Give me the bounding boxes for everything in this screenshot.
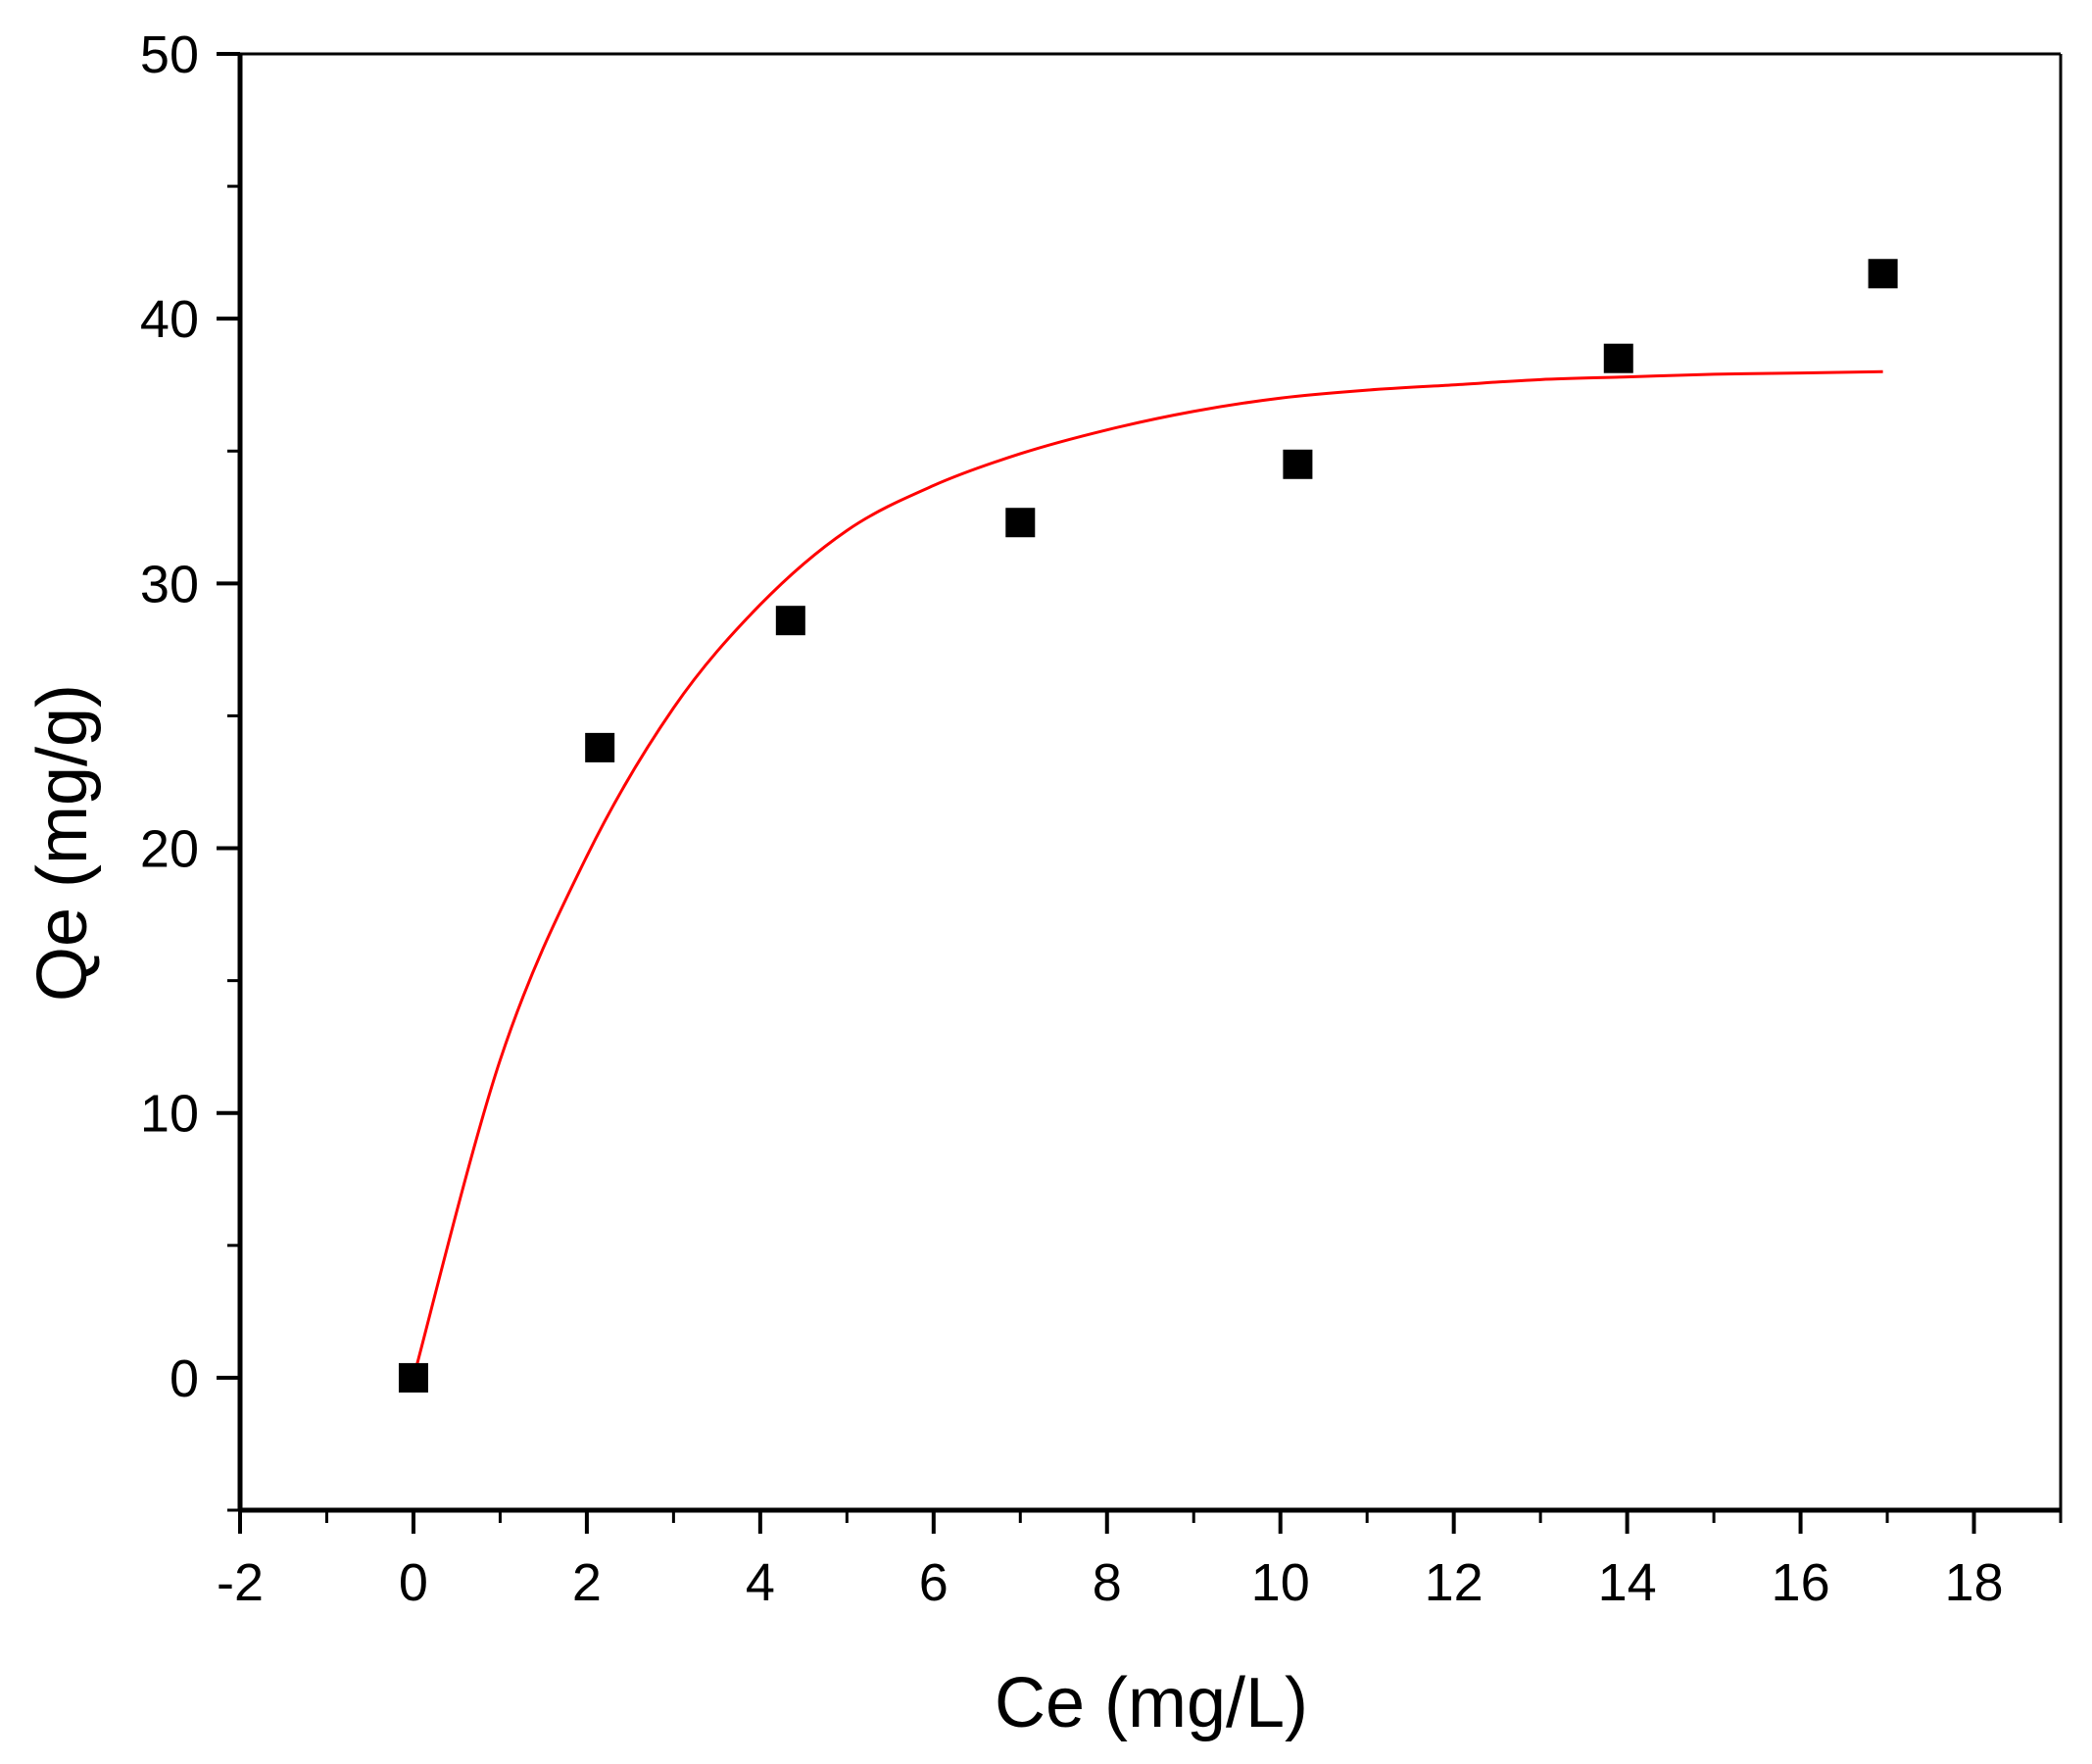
x-tick-label: 16 xyxy=(1772,1553,1830,1612)
x-tick-label: 18 xyxy=(1944,1553,2003,1612)
x-tick-label: 14 xyxy=(1598,1553,1657,1612)
y-tick-labels: 0 10 20 30 40 50 xyxy=(140,25,199,1408)
y-tick-label: 50 xyxy=(140,25,199,84)
data-point-marker xyxy=(1603,343,1633,373)
data-point-marker xyxy=(585,732,615,762)
x-tick-label: 12 xyxy=(1425,1553,1484,1612)
data-point-marker xyxy=(775,606,805,636)
x-tick-label: 0 xyxy=(399,1553,428,1612)
fit-curve-line xyxy=(412,369,1883,1379)
y-tick-label: 10 xyxy=(140,1085,199,1144)
x-tick-label: 10 xyxy=(1251,1553,1310,1612)
data-point-marker xyxy=(398,1362,428,1393)
x-tick-label: 6 xyxy=(919,1553,949,1612)
data-point-marker xyxy=(1005,508,1036,538)
x-tick-label: 8 xyxy=(1093,1553,1122,1612)
y-tick-label: 0 xyxy=(170,1349,199,1408)
x-axis-title: Ce (mg/L) xyxy=(995,1664,1308,1742)
y-axis-title: Qe (mg/g) xyxy=(24,684,102,1002)
data-point-marker xyxy=(1868,259,1898,289)
y-tick-label: 20 xyxy=(140,820,199,879)
tick-marks xyxy=(217,52,2063,1534)
y-tick-label: 40 xyxy=(140,290,199,349)
data-point-marker xyxy=(1283,449,1313,479)
x-tick-labels: -2 0 2 4 6 8 10 12 14 16 18 xyxy=(217,1553,2004,1612)
y-tick-label: 30 xyxy=(140,555,199,613)
x-tick-label: -2 xyxy=(217,1553,264,1612)
data-series xyxy=(398,259,1898,1393)
x-tick-label: 2 xyxy=(572,1553,602,1612)
x-tick-label: 4 xyxy=(746,1553,775,1612)
axes xyxy=(237,52,2063,1513)
